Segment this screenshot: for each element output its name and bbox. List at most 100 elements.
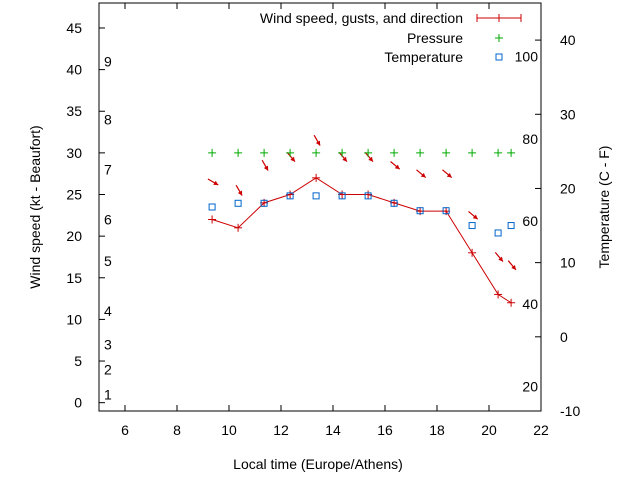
beaufort-label: 8: [104, 112, 112, 128]
pressure-point: [208, 148, 217, 157]
y2-tick-label: 30: [560, 106, 576, 122]
pressure-point: [364, 148, 373, 157]
y-tick-label: 40: [66, 62, 82, 78]
y-axis-label: Wind speed (kt - Beaufort): [27, 125, 43, 288]
fahrenheit-label: 60: [522, 213, 538, 229]
temperature-point: [234, 199, 242, 207]
fahrenheit-labels: 20 40 60 80 100: [515, 48, 539, 394]
y-tick-label: 35: [66, 103, 82, 119]
wind-direction-arrow: [442, 169, 453, 179]
y-tick-label: 15: [66, 270, 82, 286]
x-tick-label: 18: [429, 422, 445, 438]
wind-point: [234, 223, 243, 232]
arrow-head: [237, 190, 243, 196]
x-tick-label: 14: [325, 422, 341, 438]
temperature-point: [312, 192, 320, 200]
wind-direction-arrow: [416, 169, 427, 179]
y-tick-label: 10: [66, 311, 82, 327]
y-axis-ticks: 0 5 10 15 20 25 30 35 40 45: [66, 20, 105, 411]
wind-point: [208, 215, 217, 224]
pressure-point: [390, 148, 399, 157]
y2-axis-label: Temperature (C - F): [596, 146, 612, 269]
arrow-head: [263, 165, 269, 171]
pressure-point: [416, 148, 425, 157]
pressure-point: [468, 148, 477, 157]
wind-direction-arrow: [494, 251, 504, 262]
wind-direction-arrow: [261, 159, 269, 171]
temperature-point: [364, 192, 372, 200]
arrow-head: [394, 164, 400, 170]
y-tick-label: 45: [66, 20, 82, 36]
wind-direction-arrow: [235, 184, 243, 196]
x-tick-label: 22: [533, 422, 549, 438]
pressure-point: [234, 148, 243, 157]
pressure-point: [507, 148, 516, 157]
beaufort-label: 5: [104, 253, 112, 269]
wind-point: [494, 290, 503, 299]
arrow-head: [498, 256, 503, 262]
temperature-point: [507, 222, 515, 230]
y2-tick-label: 40: [560, 32, 576, 48]
arrow-head: [511, 264, 516, 270]
y2-tick-label: 0: [560, 329, 568, 345]
temperature-point: [286, 192, 294, 200]
arrow-head: [420, 172, 426, 178]
y2-axis-ticks: -10 0 10 20 30 40: [535, 32, 580, 419]
legend-marker: [495, 53, 503, 61]
wind-direction-arrow: [468, 211, 479, 220]
beaufort-label: 3: [104, 336, 112, 352]
fahrenheit-label: 100: [515, 48, 539, 64]
arrow-head: [472, 214, 478, 220]
legend-marker: [495, 34, 503, 42]
y2-tick-label: 10: [560, 255, 576, 271]
arrow-head: [342, 156, 347, 162]
x-tick-label: 10: [221, 422, 237, 438]
arrow-head: [290, 156, 295, 162]
y-tick-label: 5: [74, 353, 82, 369]
pressure-point: [286, 148, 295, 157]
wind-direction-arrow: [390, 161, 401, 170]
arrow-head: [315, 140, 321, 146]
temperature-point: [442, 207, 450, 215]
fahrenheit-label: 20: [522, 379, 538, 395]
x-tick-label: 20: [481, 422, 497, 438]
data-series: [207, 134, 517, 307]
wind-direction-arrow: [338, 152, 348, 163]
temperature-point: [468, 222, 476, 230]
x-axis-label: Local time (Europe/Athens): [233, 456, 403, 472]
x-tick-label: 8: [173, 422, 181, 438]
x-axis-ticks: 6 8 10 12 14 16 18 20 22: [121, 3, 549, 438]
arrow-head: [213, 180, 219, 186]
y2-tick-label: 20: [560, 180, 576, 196]
x-tick-label: 12: [273, 422, 289, 438]
legend-label: Temperature: [384, 49, 463, 65]
wind-direction-arrow: [286, 152, 296, 163]
temperature-point: [416, 207, 424, 215]
wind-direction-arrow: [207, 178, 219, 186]
y-tick-label: 30: [66, 145, 82, 161]
temperature-point: [494, 229, 502, 237]
x-tick-label: 6: [121, 422, 129, 438]
temperature-point: [390, 199, 398, 207]
beaufort-label: 4: [104, 303, 112, 319]
wind-direction-arrow: [364, 152, 374, 163]
wind-point: [312, 173, 321, 182]
wind-point: [468, 248, 477, 257]
pressure-point: [312, 148, 321, 157]
pressure-point: [442, 148, 451, 157]
y2-tick-label: -10: [560, 403, 580, 419]
beaufort-labels: 1 2 3 4 5 6 7 8 9: [104, 53, 112, 402]
legend: Wind speed, gusts, and direction Pressure…: [260, 10, 522, 65]
pressure-point: [494, 148, 503, 157]
fahrenheit-label: 40: [522, 296, 538, 312]
pressure-point: [338, 148, 347, 157]
temperature-point: [260, 199, 268, 207]
temperature-point: [338, 192, 346, 200]
axes: [98, 2, 542, 412]
arrow-head: [368, 156, 373, 162]
legend-label: Wind speed, gusts, and direction: [260, 10, 463, 26]
plot-frame: [98, 2, 542, 412]
pressure-point: [260, 148, 269, 157]
